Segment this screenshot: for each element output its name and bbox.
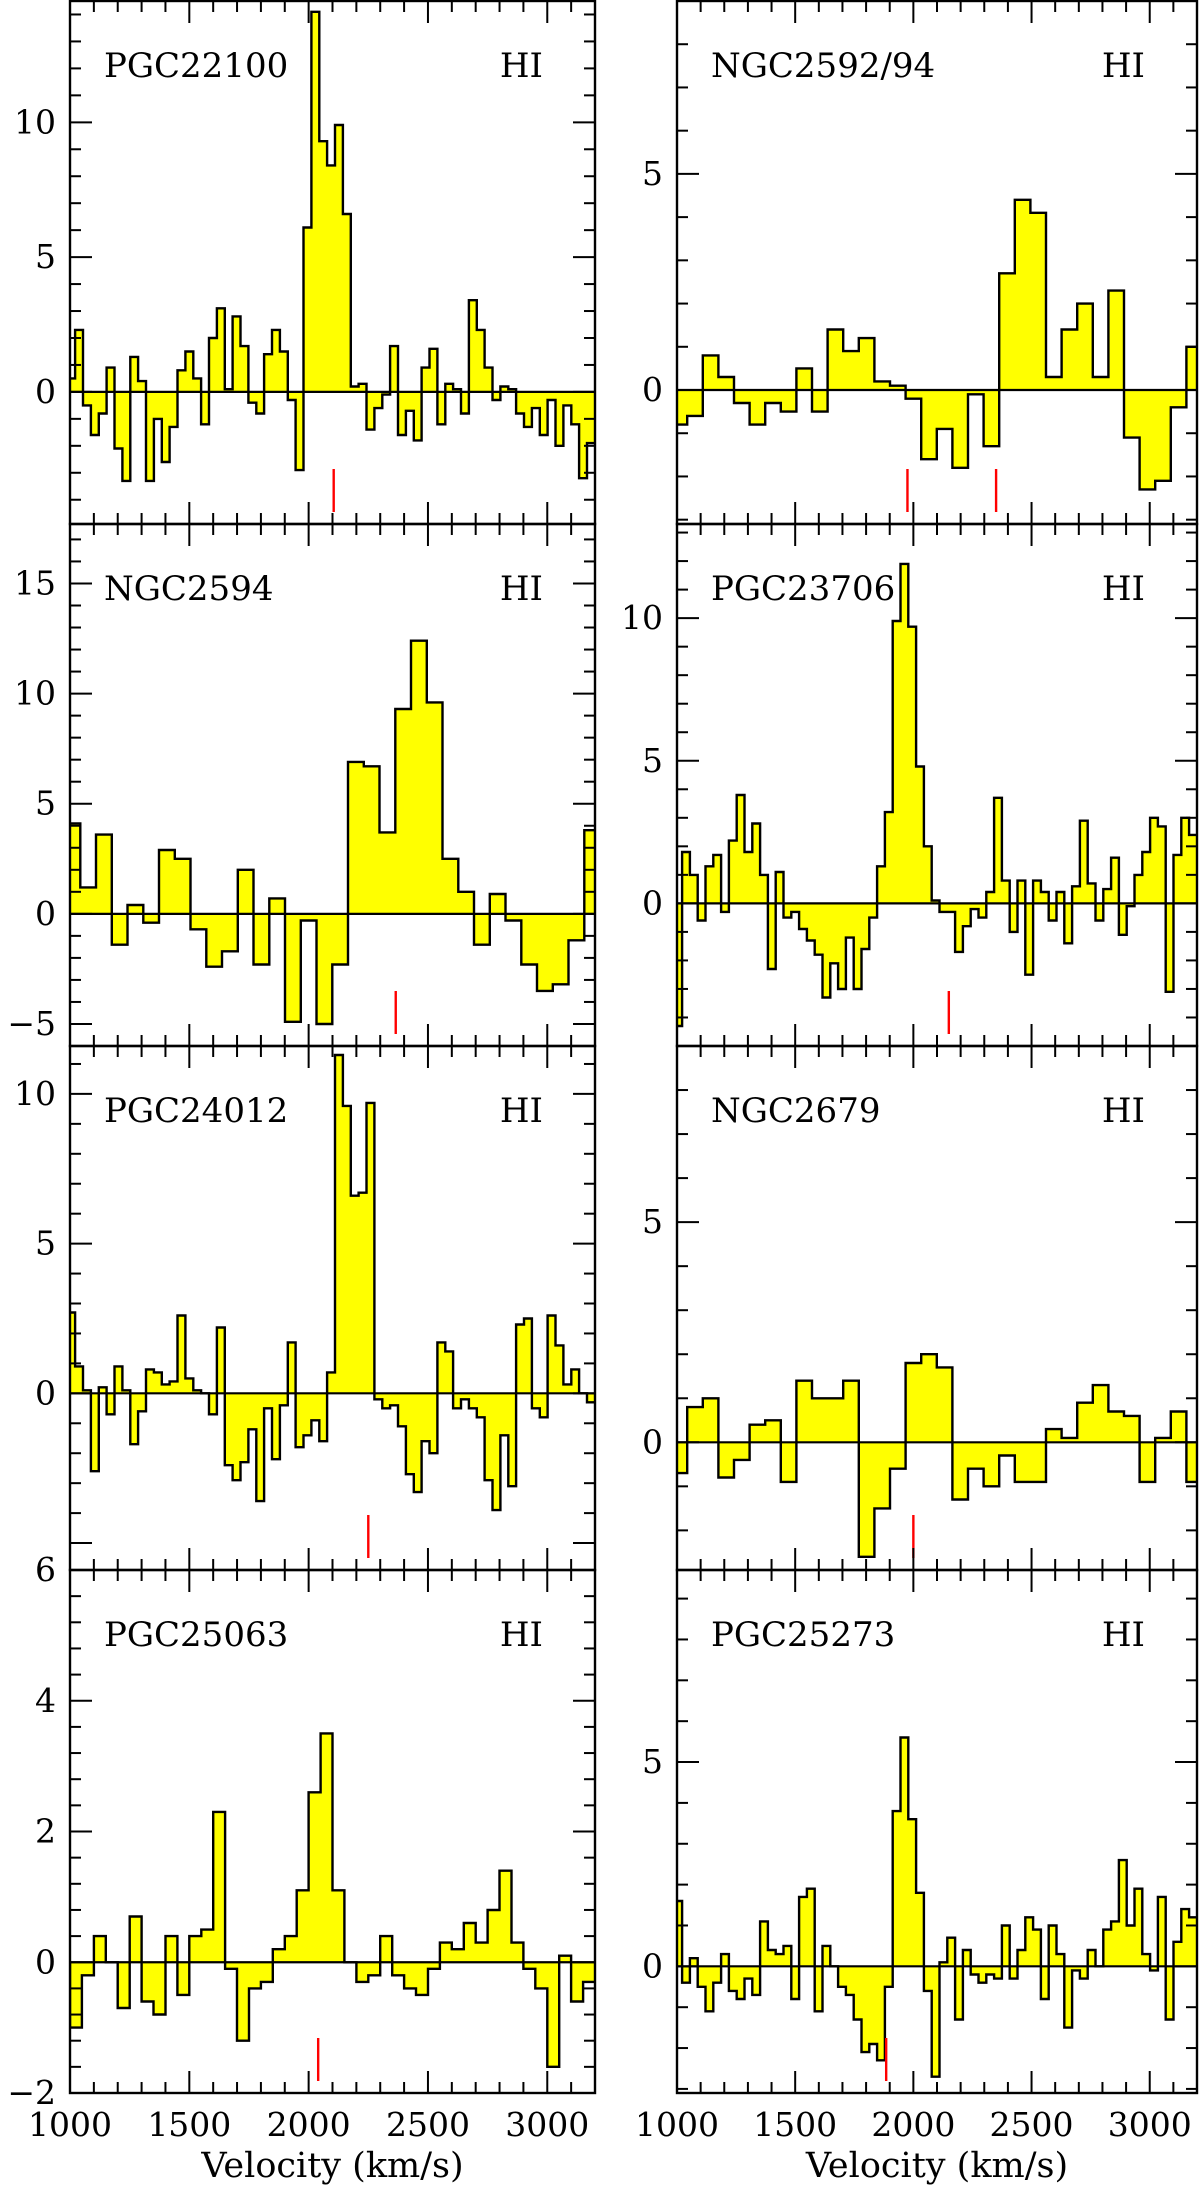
spectrum-line [677,1353,1197,1558]
line-label: HI [1102,1091,1145,1131]
y-tick-label: 5 [642,741,663,780]
panel-6: −2 0 2 4 6 PGC25063 HI 1000 1500 2000 2500 3000 Velo… [7,1550,597,2186]
spectrum-line [677,198,1197,491]
y-tick-label: 5 [35,784,56,823]
line-label: HI [500,1091,543,1131]
panel-title: NGC2592/94 [711,46,935,86]
y-tick-label: 0 [35,372,56,411]
y-tick-label: 0 [35,1942,56,1981]
panel-4: 0 5 10 PGC24012 HI [14,1044,597,1572]
line-label: HI [1102,569,1145,609]
plot-area [70,1732,595,2068]
spectrum-line [70,639,595,1026]
plot-area [70,1053,595,1512]
plot-area [70,10,595,483]
y-tick-label: 2 [35,1812,56,1851]
line-label: HI [1102,46,1145,86]
y-tick-label: 5 [642,154,663,193]
panel-0: 0 5 10 PGC22100 HI [14,0,597,526]
plot-area [677,1353,1197,1558]
x-tick-label: 2000 [267,2105,351,2144]
y-tick-label: 0 [642,370,663,409]
y-tick-label: 10 [14,1074,56,1113]
plot-area [677,1736,1197,2078]
y-tick-label: 10 [621,598,663,637]
spectrum-line [70,10,595,483]
y-tick-label: −5 [7,1004,56,1043]
y-tick-label: 5 [35,237,56,276]
panel-2: −5 0 5 10 15 NGC2594 HI [7,522,597,1048]
spectrum-line [677,562,1197,1028]
x-tick-label: 2500 [386,2105,470,2144]
x-tick-label: 1000 [635,2105,719,2144]
y-tick-label: 15 [14,563,56,602]
plot-area [70,639,595,1026]
y-tick-label: 6 [35,1550,56,1589]
panel-title: PGC22100 [104,46,288,86]
x-tick-label: 3000 [1108,2105,1192,2144]
x-tick-label: 2500 [990,2105,1074,2144]
panel-7: 0 5 PGC25273 HI 1000 1500 2000 2500 3000 Velocity… [635,1568,1199,2186]
y-tick-label: 5 [35,1224,56,1263]
x-tick-label: 1000 [28,2105,112,2144]
plot-area [677,562,1197,1028]
panel-title: PGC24012 [104,1091,288,1131]
spectrum-line [677,1736,1197,2078]
spectrum-line [70,1053,595,1512]
spectrum-fill [70,11,595,481]
spectrum-fill [677,1737,1197,2077]
panel-5: 0 5 NGC2679 HI [642,1044,1199,1572]
spectrum-fill [677,199,1197,490]
spectrum-fill [677,563,1197,1026]
line-label: HI [500,1615,543,1655]
y-tick-label: 10 [14,102,56,141]
y-tick-label: −2 [7,2073,56,2112]
panel-title: PGC25273 [711,1615,895,1655]
y-tick-label: 0 [642,1422,663,1461]
panel-title: PGC23706 [711,569,895,609]
y-tick-label: 5 [642,1202,663,1241]
y-tick-label: 5 [642,1742,663,1781]
x-axis-title: Velocity (km/s) [200,2146,463,2186]
line-label: HI [500,46,543,86]
panel-title: NGC2594 [104,569,273,609]
y-tick-label: 4 [35,1681,56,1720]
x-tick-label: 1500 [753,2105,837,2144]
y-tick-label: 0 [35,1373,56,1412]
y-tick-label: 10 [14,674,56,713]
line-label: HI [1102,1615,1145,1655]
spectrum-line [70,1732,595,2068]
plot-area [677,198,1197,491]
spectrum-fill [677,1354,1197,1557]
panel-title: PGC25063 [104,1615,288,1655]
x-tick-label: 2000 [871,2105,955,2144]
spectrum-fill [70,1055,595,1511]
y-tick-label: 0 [642,1946,663,1985]
panel-title: NGC2679 [711,1091,880,1131]
panel-1: 0 5 NGC2592/94 HI [642,0,1199,526]
line-label: HI [500,569,543,609]
x-tick-label: 3000 [505,2105,589,2144]
spectrum-fill [70,1733,595,2067]
panel-3: 0 5 10 PGC23706 HI [621,522,1199,1048]
y-tick-label: 0 [642,883,663,922]
y-tick-label: 0 [35,894,56,933]
x-axis-title: Velocity (km/s) [805,2146,1068,2186]
x-tick-label: 1500 [147,2105,231,2144]
